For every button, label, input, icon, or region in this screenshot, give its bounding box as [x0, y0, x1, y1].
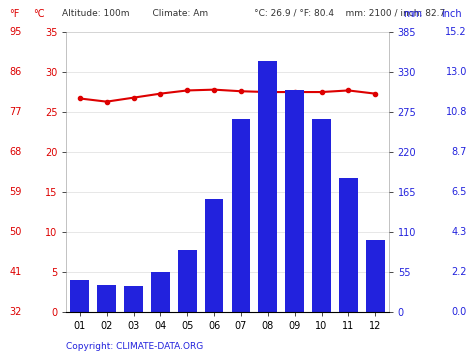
Text: 13.0: 13.0 — [446, 67, 467, 77]
Text: 32: 32 — [9, 307, 22, 317]
Text: °F: °F — [9, 9, 20, 19]
Text: 77: 77 — [9, 107, 22, 117]
Bar — [339, 178, 358, 312]
Bar — [285, 90, 304, 312]
Text: 0.0: 0.0 — [452, 307, 467, 317]
Bar — [231, 119, 250, 312]
Text: 15.2: 15.2 — [445, 27, 467, 37]
Text: 68: 68 — [9, 147, 22, 157]
Text: 8.7: 8.7 — [452, 147, 467, 157]
Bar — [97, 285, 116, 312]
Text: Copyright: CLIMATE-DATA.ORG: Copyright: CLIMATE-DATA.ORG — [66, 343, 204, 351]
Bar — [70, 280, 89, 312]
Bar — [151, 272, 170, 312]
Bar — [258, 61, 277, 312]
Bar — [124, 286, 143, 312]
Text: 50: 50 — [9, 227, 22, 237]
Text: 2.2: 2.2 — [451, 267, 467, 277]
Bar — [178, 251, 197, 312]
Text: inch: inch — [441, 9, 462, 19]
Bar — [312, 119, 331, 312]
Text: 4.3: 4.3 — [452, 227, 467, 237]
Bar — [205, 200, 223, 312]
Text: 86: 86 — [9, 67, 22, 77]
Text: 6.5: 6.5 — [452, 187, 467, 197]
Text: 59: 59 — [9, 187, 22, 197]
Text: °C: °C — [33, 9, 45, 19]
Text: Altitude: 100m        Climate: Am                °C: 26.9 / °F: 80.4    mm: 2100: Altitude: 100m Climate: Am °C: 26.9 / °F… — [62, 9, 445, 18]
Text: mm: mm — [403, 9, 422, 19]
Text: 41: 41 — [9, 267, 22, 277]
Bar — [366, 240, 384, 312]
Text: 10.8: 10.8 — [446, 107, 467, 117]
Text: 95: 95 — [9, 27, 22, 37]
